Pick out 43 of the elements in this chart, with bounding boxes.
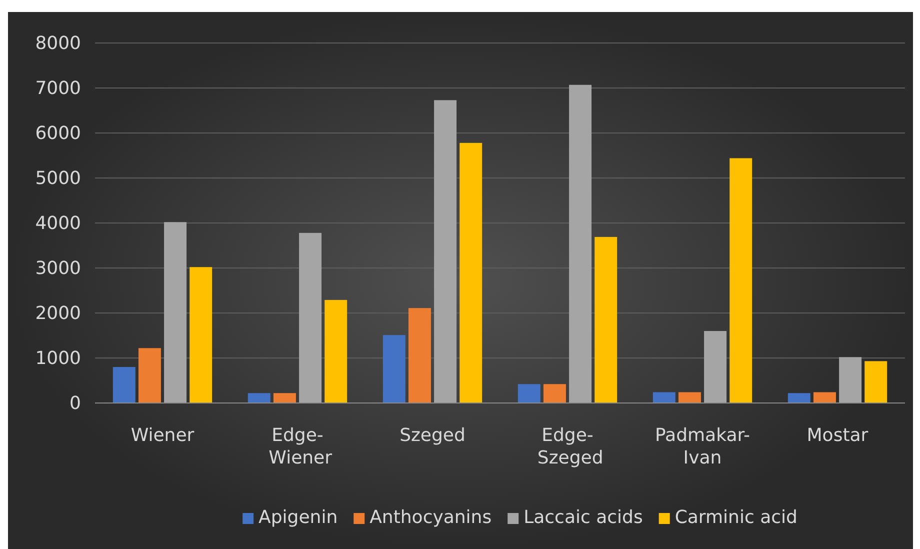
bar xyxy=(730,158,752,403)
bar xyxy=(704,331,727,403)
y-tick-label: 1000 xyxy=(35,348,81,369)
bar xyxy=(164,222,187,403)
x-tick-label: Edge- Wiener xyxy=(262,425,333,468)
legend-label: Carminic acid xyxy=(674,507,798,528)
bar xyxy=(138,348,161,403)
bar xyxy=(652,392,676,403)
x-tick-label: Edge- Szeged xyxy=(532,425,604,468)
y-tick-label: 6000 xyxy=(35,122,81,144)
bar xyxy=(299,232,322,403)
bar xyxy=(839,357,862,403)
bar xyxy=(248,393,270,403)
y-tick-label: 4000 xyxy=(35,212,81,234)
bar xyxy=(864,361,888,403)
bar xyxy=(408,308,431,403)
legend-label: Laccaic acids xyxy=(524,507,643,528)
y-tick-label: 8000 xyxy=(35,32,81,54)
bar xyxy=(788,393,810,403)
bar xyxy=(273,393,296,403)
bar xyxy=(594,236,618,403)
x-tick-label: Mostar xyxy=(806,425,869,446)
legend-label: Anthocyanins xyxy=(370,507,492,528)
bar xyxy=(190,267,212,403)
bar xyxy=(813,392,836,403)
bar xyxy=(569,84,592,403)
y-tick-label: 2000 xyxy=(35,302,81,324)
y-tick-label: 5000 xyxy=(35,168,81,189)
legend-label: Apigenin xyxy=(258,507,338,528)
bar xyxy=(678,392,701,403)
bar xyxy=(518,384,540,403)
x-tick-label: Szeged xyxy=(400,425,466,446)
bar xyxy=(324,300,348,403)
y-tick-label: 7000 xyxy=(35,78,81,99)
bar xyxy=(434,100,457,403)
x-tick-label: Wiener xyxy=(130,425,195,446)
bar xyxy=(382,335,406,403)
y-tick-label: 3000 xyxy=(35,258,81,279)
y-tick-label: 0 xyxy=(70,392,81,414)
bar xyxy=(112,367,136,403)
bar xyxy=(460,142,482,403)
bar xyxy=(543,384,566,403)
x-tick-label: Padmakar-Ivan xyxy=(655,425,750,468)
